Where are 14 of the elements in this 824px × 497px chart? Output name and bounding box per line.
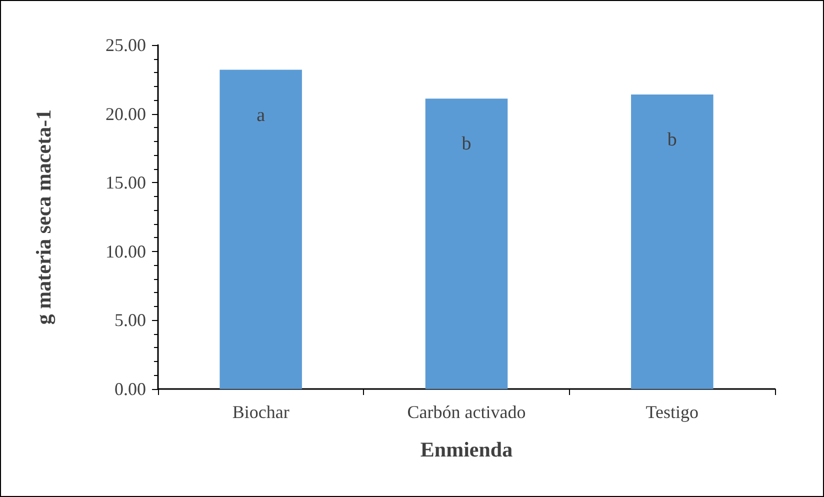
annotation: b (462, 134, 472, 155)
x-tick-label: Testigo (646, 402, 699, 422)
y-tick-label: 25.00 (106, 35, 146, 55)
x-tick-label: Biochar (232, 402, 290, 422)
y-tick-label: 5.00 (114, 310, 146, 330)
x-axis-title: Enmienda (420, 438, 514, 462)
annotation: b (667, 130, 677, 151)
y-tick-label: 0.00 (114, 379, 146, 399)
y-tick-label: 20.00 (106, 104, 146, 124)
y-tick-label: 10.00 (106, 241, 146, 262)
annotation: a (256, 104, 266, 126)
y-axis-title: g materia seca maceta-1 (32, 109, 56, 325)
y-tick-label: 15.00 (106, 172, 146, 193)
x-tick-label: Carbón activado (407, 402, 526, 422)
